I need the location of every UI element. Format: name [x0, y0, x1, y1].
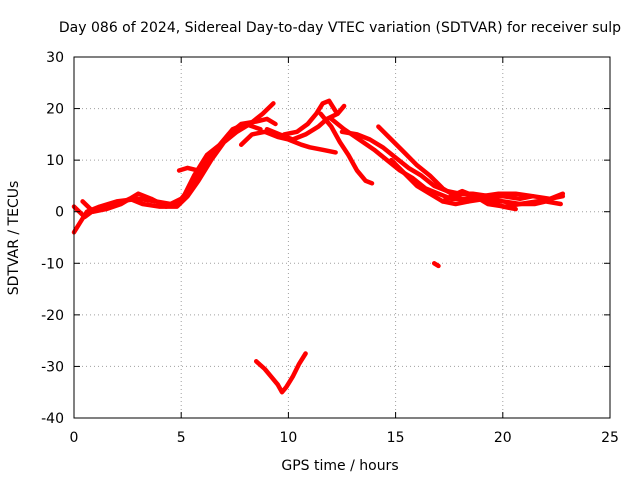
y-tick-label: 10 — [46, 153, 64, 169]
x-axis-label: GPS time / hours — [281, 458, 398, 474]
series-track-d — [176, 163, 210, 173]
x-tick-label: 25 — [601, 430, 619, 446]
series-track-a — [71, 116, 278, 235]
y-tick-label: -40 — [41, 411, 64, 427]
x-tick-label: 15 — [387, 430, 405, 446]
y-tick-label: -30 — [41, 359, 64, 375]
tick-layer: 0 5 10 15 20 25 -40 -30 -20 -10 0 10 20 30 — [41, 50, 619, 446]
series-track-f — [264, 103, 347, 142]
series-track-o — [253, 351, 308, 395]
x-tick-label: 10 — [279, 430, 297, 446]
series-track-n — [431, 261, 441, 269]
series-track-h — [318, 111, 375, 186]
y-tick-label: 20 — [46, 102, 64, 118]
x-tick-label: 0 — [70, 430, 79, 446]
series-track-l — [389, 157, 566, 207]
y-tick-label: 0 — [55, 205, 64, 221]
y-axis-label: SDTVAR / TECUs — [6, 181, 22, 296]
x-tick-label: 5 — [177, 430, 186, 446]
y-tick-label: -20 — [41, 308, 64, 324]
series-track-m — [440, 188, 563, 209]
series-track-j — [339, 129, 536, 202]
plot-frame — [73, 56, 611, 419]
chart-title: Day 086 of 2024, Sidereal Day-to-day VTE… — [59, 20, 621, 36]
x-tick-label: 20 — [494, 430, 512, 446]
series-track-g — [281, 98, 338, 137]
series-track-b — [71, 101, 276, 220]
y-tick-label: -10 — [41, 256, 64, 272]
series-layer — [71, 98, 566, 395]
y-tick-label: 30 — [46, 50, 64, 66]
series-track-c — [80, 121, 263, 214]
